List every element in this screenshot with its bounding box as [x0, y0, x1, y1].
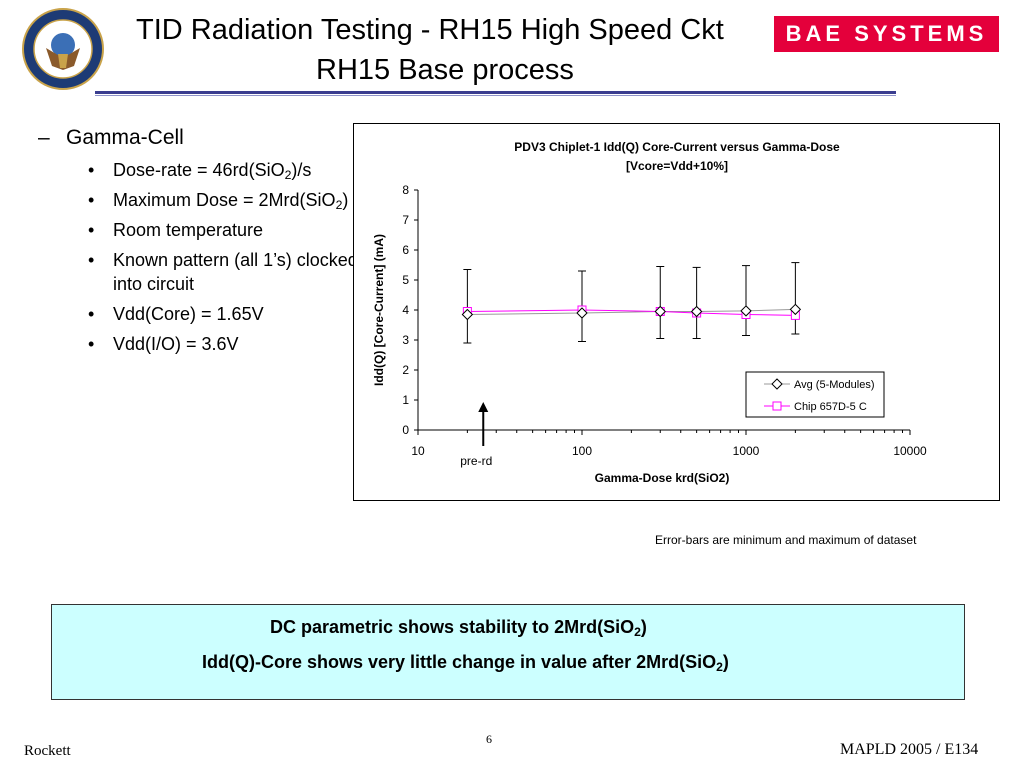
sub-bullet-subscript: 2: [284, 168, 292, 183]
conclusion-1-tail: ): [640, 617, 647, 637]
pre-rd-label: pre-rd: [460, 454, 492, 468]
bae-systems-logo: BAE SYSTEMS: [774, 16, 999, 52]
y-tick-label: 0: [402, 423, 409, 437]
data-point-avg: [654, 305, 666, 318]
legend-chip-label: Chip 657D-5 C: [794, 401, 867, 413]
bullet-dot: •: [88, 334, 95, 354]
x-tick-label: 10: [411, 444, 425, 458]
y-tick-label: 6: [402, 243, 409, 257]
page-number: 6: [486, 732, 492, 746]
data-point-avg: [740, 305, 752, 317]
sub-bullet-text: Maximum Dose = 2Mrd(SiO: [113, 190, 336, 210]
y-axis-label: Idd(Q) [Core-Current] (mA): [372, 234, 386, 386]
sub-bullet-text: Dose-rate = 46rd(SiO: [113, 160, 285, 180]
y-tick-label: 2: [402, 363, 409, 377]
conclusion-1-sub: 2: [634, 625, 641, 640]
y-tick-label: 1: [402, 393, 409, 407]
bullet-list: – Gamma-Cell • Dose-rate = 46rd(SiO2)/s • M…: [38, 126, 358, 362]
bullet-dot: •: [88, 304, 95, 324]
sub-bullet-item: • Maximum Dose = 2Mrd(SiO2): [38, 188, 363, 212]
sub-bullet-item: • Vdd(Core) = 1.65V: [38, 302, 363, 326]
x-axis-label: Gamma-Dose krd(SiO2): [595, 471, 730, 485]
sub-bullet-text: Room temperature: [113, 220, 264, 240]
sub-bullet-item: • Dose-rate = 46rd(SiO2)/s: [38, 158, 363, 182]
legend-avg-label: Avg (5-Modules): [794, 379, 875, 391]
y-tick-label: 7: [402, 213, 409, 227]
dash-mark: –: [38, 126, 50, 149]
sub-bullet-item: • Room temperature: [38, 218, 363, 242]
y-tick-label: 5: [402, 273, 409, 287]
chart-subtitle: [Vcore=Vdd+10%]: [626, 159, 728, 173]
sub-bullet-list: • Dose-rate = 46rd(SiO2)/s • Maximum Dose =…: [38, 158, 358, 356]
dtra-seal-icon: [22, 8, 104, 90]
series-line-chip: [467, 309, 796, 316]
footer-conference: MAPLD 2005 / E134: [840, 741, 979, 758]
conclusion-box: DC parametric shows stability to 2Mrd(Si…: [51, 604, 965, 700]
header-rule: [95, 91, 896, 94]
legend-avg-marker: [771, 378, 783, 390]
data-point-avg: [461, 308, 474, 321]
data-point-avg: [576, 307, 588, 319]
error-bar-note: Error-bars are minimum and maximum of da…: [655, 533, 917, 547]
x-tick-label: 100: [572, 444, 592, 458]
header-rule-thin: [95, 95, 896, 96]
y-tick-label: 4: [402, 303, 409, 317]
bullet-dot: •: [88, 250, 95, 270]
conclusion-2-sub: 2: [716, 660, 723, 675]
sub-bullet-item: • Vdd(I/O) = 3.6V: [38, 332, 363, 356]
bullet-dot: •: [88, 160, 95, 180]
title-line-2: RH15 Base process: [316, 54, 574, 86]
chart-title: PDV3 Chiplet-1 Idd(Q) Core-Current versu…: [514, 140, 840, 154]
data-point-avg: [690, 305, 703, 318]
logo-text: BAE SYSTEMS: [785, 21, 988, 46]
title-line-1: TID Radiation Testing - RH15 High Speed …: [136, 14, 724, 46]
x-tick-label: 1000: [733, 444, 760, 458]
pre-rd-arrowhead: [478, 402, 489, 412]
conclusion-2-text: Idd(Q)-Core shows very little change in …: [202, 652, 717, 672]
idd-chart: PDV3 Chiplet-1 Idd(Q) Core-Current versu…: [372, 140, 927, 485]
sub-bullet-text: Vdd(Core) = 1.65V: [113, 304, 264, 324]
sub-bullet-subscript: 2: [335, 198, 343, 213]
series-line-avg: [467, 308, 796, 315]
conclusion-2-tail: ): [722, 652, 729, 672]
sub-bullet-item: • Known pattern (all 1’s) clocked into ci…: [38, 248, 363, 296]
y-tick-label: 8: [402, 183, 409, 197]
bullet-main: – Gamma-Cell: [38, 126, 358, 150]
conclusion-line-2: Idd(Q)-Core shows very little change in …: [202, 652, 729, 673]
x-tick-label: 10000: [893, 444, 927, 458]
sub-bullet-tail: )/s: [291, 160, 312, 180]
bullet-dot: •: [88, 190, 95, 210]
conclusion-line-1: DC parametric shows stability to 2Mrd(Si…: [270, 617, 647, 638]
legend-chip-marker: [772, 401, 782, 411]
footer-author: Rockett: [24, 743, 71, 759]
sub-bullet-tail: ): [342, 190, 349, 210]
y-tick-label: 3: [402, 333, 409, 347]
bullet-main-label: Gamma-Cell: [66, 126, 184, 149]
sub-bullet-text: Known pattern (all 1’s) clocked into cir…: [113, 250, 358, 294]
bullet-dot: •: [88, 220, 95, 240]
data-point-avg: [789, 303, 802, 316]
legend-box: [745, 371, 885, 418]
conclusion-1-text: DC parametric shows stability to 2Mrd(Si…: [270, 617, 635, 637]
sub-bullet-text: Vdd(I/O) = 3.6V: [113, 334, 239, 354]
chart-frame: PDV3 Chiplet-1 Idd(Q) Core-Current versu…: [353, 123, 1000, 501]
